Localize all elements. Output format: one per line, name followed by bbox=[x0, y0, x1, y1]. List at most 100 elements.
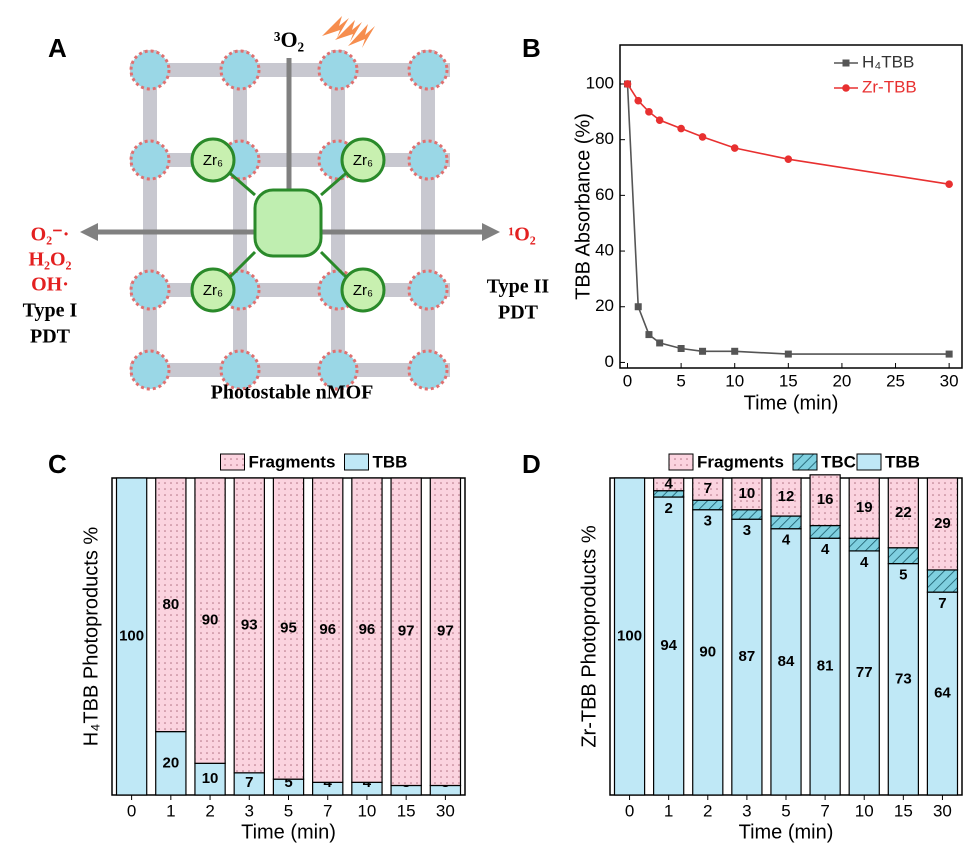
bar-segment bbox=[731, 509, 763, 520]
value-label: 7 bbox=[938, 595, 946, 612]
value-label: 29 bbox=[934, 515, 951, 532]
legend-marker bbox=[842, 59, 850, 67]
marker bbox=[699, 347, 707, 355]
bar-segment bbox=[926, 591, 959, 796]
value-label: 16 bbox=[817, 491, 834, 508]
value-label: 3 bbox=[743, 522, 751, 539]
cluster bbox=[407, 49, 449, 91]
value-label: 81 bbox=[817, 658, 834, 675]
bar-segment bbox=[115, 477, 148, 796]
marker bbox=[645, 331, 653, 339]
right-label: Type II bbox=[487, 276, 550, 298]
left-label: OH· bbox=[31, 274, 69, 296]
bar-segment bbox=[809, 524, 841, 539]
value-label: 7 bbox=[245, 774, 253, 791]
bar-segment bbox=[233, 477, 265, 774]
x-tick-label: 3 bbox=[245, 801, 254, 820]
marker bbox=[731, 347, 739, 355]
y-axis-title: Zr-TBB Photoproducts % bbox=[578, 525, 600, 748]
x-tick-label: 25 bbox=[886, 371, 905, 390]
value-label: 64 bbox=[934, 685, 951, 702]
x-axis-title: Time (min) bbox=[744, 392, 839, 414]
x-tick-label: 20 bbox=[832, 371, 851, 390]
marker bbox=[655, 116, 664, 124]
bar-segment bbox=[155, 477, 187, 733]
panel-label: D bbox=[522, 449, 541, 479]
bar-segment bbox=[692, 477, 724, 501]
value-label: 3 bbox=[704, 513, 712, 530]
bar-segment bbox=[731, 477, 763, 511]
bar-segment bbox=[926, 569, 959, 593]
legend-marker bbox=[842, 84, 850, 92]
y-tick-label: 100 bbox=[586, 73, 614, 92]
value-label: 97 bbox=[398, 623, 415, 640]
x-tick-label: 10 bbox=[855, 801, 874, 820]
cluster bbox=[129, 269, 171, 311]
value-label: 7 bbox=[704, 480, 712, 497]
legend-label: TBC bbox=[821, 452, 856, 471]
marker bbox=[634, 96, 643, 105]
bar-segment bbox=[809, 474, 841, 527]
value-label: 94 bbox=[660, 637, 677, 654]
x-tick-label: 30 bbox=[436, 801, 455, 820]
node-label: Zr₆ bbox=[203, 282, 223, 299]
value-label: 22 bbox=[895, 504, 912, 521]
x-tick-label: 1 bbox=[166, 801, 175, 820]
value-label: 80 bbox=[162, 596, 179, 613]
bar-segment bbox=[390, 477, 422, 787]
x-tick-label: 15 bbox=[894, 801, 913, 820]
value-label: 100 bbox=[119, 627, 144, 644]
value-label: 12 bbox=[778, 488, 795, 505]
right-label: ¹O₂ bbox=[508, 224, 536, 246]
cluster bbox=[129, 49, 171, 91]
legend-swatch bbox=[856, 453, 882, 471]
marker bbox=[677, 345, 685, 353]
legend-swatch bbox=[668, 453, 694, 471]
value-label: 73 bbox=[895, 670, 912, 687]
bar-segment bbox=[692, 509, 724, 796]
top-label: ³O₂ bbox=[274, 27, 305, 52]
panel-label: B bbox=[522, 33, 541, 63]
value-label: 4 bbox=[821, 541, 830, 558]
value-label: 77 bbox=[856, 664, 873, 681]
legend-label: Zr-TBB bbox=[862, 77, 917, 96]
value-label: 19 bbox=[856, 499, 873, 516]
plot-frame bbox=[619, 44, 963, 369]
bar-segment bbox=[848, 477, 880, 539]
node-label: Zr₆ bbox=[353, 282, 373, 299]
marker bbox=[945, 180, 953, 189]
left-label: H₂O₂ bbox=[28, 249, 71, 271]
arrow-head bbox=[482, 223, 500, 241]
value-label: 2 bbox=[664, 500, 672, 517]
y-tick-label: 60 bbox=[595, 185, 614, 204]
x-tick-label: 2 bbox=[205, 801, 214, 820]
value-label: 93 bbox=[241, 616, 258, 633]
x-tick-label: 1 bbox=[664, 801, 673, 820]
legend-label: TBB bbox=[373, 452, 408, 471]
bar-segment bbox=[887, 562, 919, 796]
light-icon bbox=[322, 16, 375, 48]
legend-label: Fragments bbox=[697, 452, 784, 471]
bar-segment bbox=[351, 477, 383, 783]
y-axis-title: TBB Absorbance (%) bbox=[572, 113, 594, 300]
value-label: 10 bbox=[739, 485, 756, 502]
series-line bbox=[626, 83, 950, 355]
node-label: Zr₆ bbox=[353, 152, 373, 169]
x-tick-label: 0 bbox=[127, 801, 136, 820]
bar-segment bbox=[770, 477, 802, 517]
porphyrin bbox=[212, 158, 364, 292]
bar-segment bbox=[312, 477, 344, 783]
cluster bbox=[219, 349, 261, 391]
series-line bbox=[626, 83, 950, 186]
value-label: 97 bbox=[437, 623, 454, 640]
value-label: 90 bbox=[202, 612, 219, 629]
left-label: O₂⁻· bbox=[31, 224, 70, 246]
value-label: 10 bbox=[202, 770, 219, 787]
legend-label: H₄TBB bbox=[862, 52, 914, 71]
value-label: 4 bbox=[664, 475, 673, 492]
cluster bbox=[219, 49, 261, 91]
x-tick-label: 15 bbox=[397, 801, 416, 820]
bar-segment bbox=[926, 477, 959, 571]
node-label: Zr₆ bbox=[203, 152, 223, 169]
